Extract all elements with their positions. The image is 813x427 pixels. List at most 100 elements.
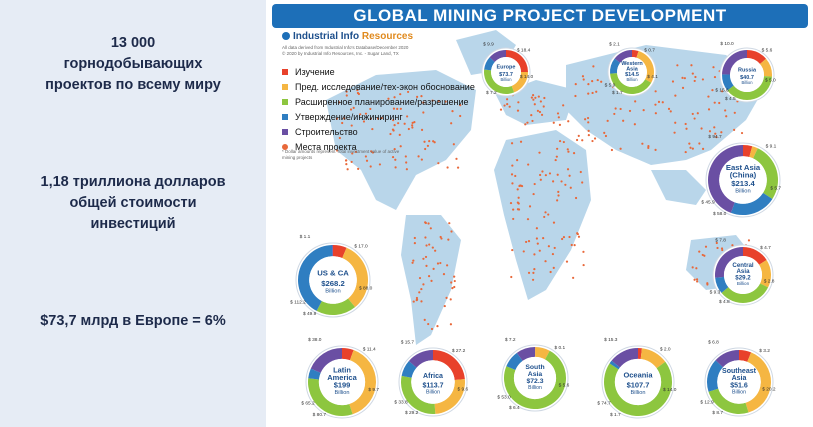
donut-segment bbox=[708, 388, 749, 414]
region-unit: Billion bbox=[426, 389, 440, 395]
projects-count: 13 000 bbox=[110, 35, 156, 51]
logo-text: Industrial Info bbox=[293, 31, 360, 42]
footnote: * Dollar amounts represent Total investm… bbox=[282, 149, 400, 160]
project-site-dot bbox=[448, 222, 451, 225]
project-site-dot bbox=[393, 148, 396, 151]
segment-value-label: $ 5.0 bbox=[765, 78, 776, 84]
legend-label: Пред. исследование/тех-экон обоснование bbox=[295, 81, 475, 92]
project-site-dot bbox=[725, 115, 728, 118]
donut-segment bbox=[611, 348, 638, 368]
project-site-dot bbox=[371, 127, 374, 131]
project-site-dot bbox=[695, 267, 698, 270]
project-site-dot bbox=[721, 90, 724, 93]
europe-share: $73,7 млрд в Европе = 6% bbox=[40, 313, 226, 329]
project-site-dot bbox=[715, 241, 718, 245]
project-site-dot bbox=[733, 111, 736, 114]
page-title: GLOBAL MINING PROJECT DEVELOPMENT bbox=[272, 4, 808, 28]
project-site-dot bbox=[527, 271, 531, 274]
project-site-dot bbox=[394, 158, 397, 161]
segment-value-label: $ 7.2 bbox=[486, 90, 497, 96]
region-value: $199 bbox=[334, 381, 351, 390]
projects-label-1: горнодобывающих bbox=[63, 56, 203, 72]
project-site-dot bbox=[519, 140, 523, 143]
project-site-dot bbox=[595, 90, 598, 93]
project-site-dot bbox=[387, 97, 390, 100]
project-site-dot bbox=[450, 122, 453, 125]
segment-value-label: $ 8.7 bbox=[712, 410, 723, 416]
project-site-dot bbox=[418, 276, 422, 280]
region-name-2: America bbox=[327, 373, 357, 382]
segment-value-label: $ 112.2 bbox=[290, 299, 306, 305]
project-site-dot bbox=[459, 104, 462, 107]
segment-value-label: $ 15.3 bbox=[604, 337, 618, 343]
segment-value-label: $ 4.7 bbox=[760, 245, 771, 251]
project-site-dot bbox=[432, 140, 435, 143]
segment-value-label: $ 49.9 bbox=[303, 311, 317, 317]
project-site-dot bbox=[526, 218, 530, 221]
project-site-dot bbox=[544, 174, 547, 177]
donut-segment bbox=[745, 352, 771, 413]
segment-value-label: $ 3.2 bbox=[759, 348, 770, 354]
project-site-dot bbox=[564, 183, 567, 186]
project-site-dot bbox=[538, 110, 542, 114]
project-site-dot bbox=[721, 248, 724, 252]
segment-value-label: $ 38.0 bbox=[308, 337, 322, 343]
project-site-dot bbox=[418, 291, 421, 294]
project-site-dot bbox=[538, 249, 541, 252]
region-unit: Billion bbox=[528, 385, 542, 391]
project-site-dot bbox=[547, 213, 550, 216]
project-site-dot bbox=[508, 105, 511, 108]
project-site-dot bbox=[517, 101, 520, 104]
project-site-dot bbox=[412, 300, 415, 303]
segment-value-label: $ 14.0 bbox=[520, 74, 534, 80]
project-site-dot bbox=[420, 95, 423, 98]
project-site-dot bbox=[399, 145, 402, 148]
project-site-dot bbox=[356, 91, 360, 95]
project-site-dot bbox=[430, 279, 433, 282]
donut-hole bbox=[491, 57, 521, 87]
project-site-dot bbox=[376, 117, 380, 120]
project-site-dot bbox=[351, 152, 354, 155]
project-site-dot bbox=[362, 120, 366, 123]
project-site-dot bbox=[519, 184, 522, 187]
project-site-dot bbox=[622, 119, 625, 122]
project-site-dot bbox=[417, 155, 420, 158]
project-site-dot bbox=[706, 283, 709, 286]
legend-item-exploration: Изучение bbox=[282, 64, 475, 79]
segment-value-label: $ 94.7 bbox=[708, 134, 722, 140]
project-site-dot bbox=[586, 116, 590, 120]
project-site-dot bbox=[556, 147, 559, 150]
region-name-2: Asia bbox=[528, 371, 543, 378]
project-site-dot bbox=[573, 244, 576, 247]
project-site-dot bbox=[432, 267, 435, 270]
infographic: GLOBAL MINING PROJECT DEVELOPMENT Indust… bbox=[266, 0, 813, 427]
project-site-dot bbox=[416, 95, 419, 99]
project-site-dot bbox=[451, 110, 454, 113]
project-site-dot bbox=[535, 237, 538, 240]
legend-item-construction: Строительство bbox=[282, 124, 475, 139]
project-site-dot bbox=[338, 136, 341, 140]
donut-segment bbox=[632, 50, 639, 58]
project-site-dot bbox=[356, 88, 359, 92]
donut-segment bbox=[715, 276, 729, 293]
project-site-dot bbox=[456, 166, 460, 169]
project-site-dot bbox=[503, 104, 506, 107]
donut-segment bbox=[433, 350, 465, 381]
project-site-dot bbox=[552, 121, 555, 124]
segment-value-label: $ 5.9 bbox=[605, 83, 616, 89]
project-site-dot bbox=[555, 155, 558, 158]
segment-value-label: $ 29.2 bbox=[405, 410, 419, 416]
project-site-dot bbox=[634, 100, 637, 103]
project-site-dot bbox=[587, 129, 590, 132]
project-site-dot bbox=[714, 132, 717, 135]
legend-item-planning: Расширенное планирование/разрешение bbox=[282, 94, 475, 109]
project-site-dot bbox=[731, 244, 734, 247]
project-site-dot bbox=[431, 246, 434, 249]
project-site-dot bbox=[423, 140, 426, 143]
project-site-dot bbox=[439, 261, 442, 265]
project-site-dot bbox=[596, 78, 599, 82]
project-site-dot bbox=[370, 150, 373, 153]
project-site-dot bbox=[703, 254, 706, 257]
